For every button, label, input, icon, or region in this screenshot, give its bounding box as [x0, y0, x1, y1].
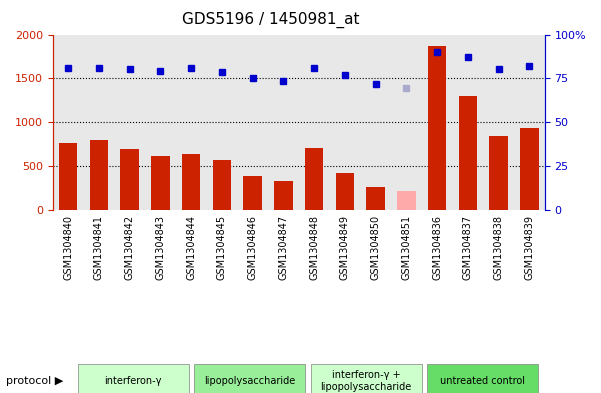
FancyBboxPatch shape	[427, 364, 538, 393]
Text: interferon-γ: interferon-γ	[105, 376, 162, 386]
Bar	[182, 154, 200, 210]
Bar	[59, 143, 78, 210]
Text: untreated control: untreated control	[440, 376, 525, 386]
Bar	[428, 46, 447, 210]
FancyBboxPatch shape	[78, 364, 189, 393]
Bar	[274, 181, 293, 210]
Bar	[489, 136, 508, 210]
Text: interferon-γ +
lipopolysaccharide: interferon-γ + lipopolysaccharide	[320, 371, 412, 392]
Bar	[151, 156, 169, 210]
Bar	[120, 149, 139, 210]
Text: lipopolysaccharide: lipopolysaccharide	[204, 376, 296, 386]
Bar	[397, 191, 415, 210]
Bar	[305, 149, 323, 210]
Bar	[459, 96, 477, 210]
Bar	[243, 176, 262, 210]
Bar	[335, 173, 354, 210]
Text: protocol ▶: protocol ▶	[6, 376, 63, 386]
Bar	[90, 140, 108, 210]
Bar	[520, 128, 538, 210]
FancyBboxPatch shape	[195, 364, 305, 393]
FancyBboxPatch shape	[311, 364, 421, 393]
Text: GDS5196 / 1450981_at: GDS5196 / 1450981_at	[182, 12, 359, 28]
Bar	[367, 187, 385, 210]
Bar	[213, 160, 231, 210]
